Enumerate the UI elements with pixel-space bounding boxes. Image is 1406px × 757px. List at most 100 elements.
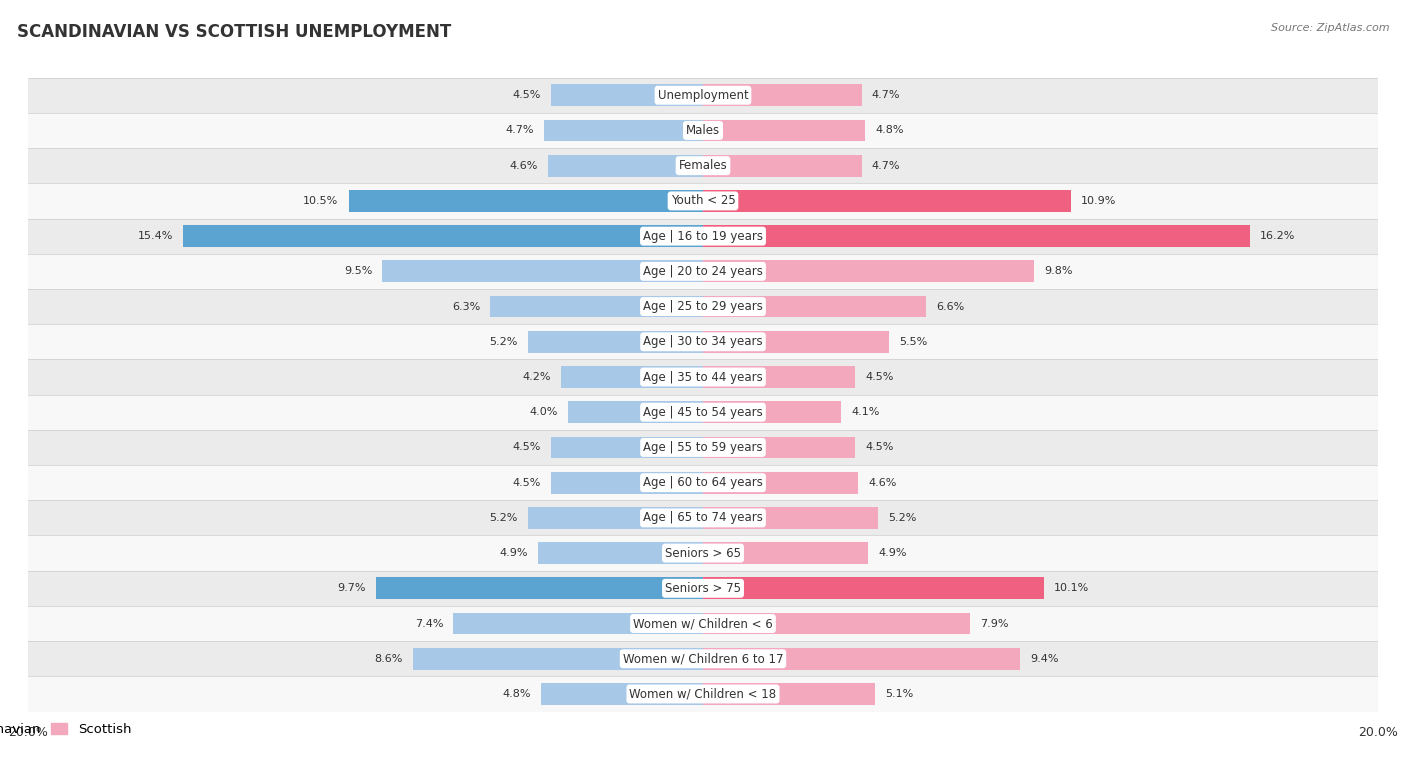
Bar [703, 507, 879, 529]
Text: 20.0%: 20.0% [1358, 726, 1398, 739]
Text: 4.8%: 4.8% [502, 689, 531, 699]
Text: 5.2%: 5.2% [489, 337, 517, 347]
Bar [28, 430, 1378, 465]
Bar [183, 226, 703, 247]
Bar [28, 148, 1378, 183]
Text: 9.5%: 9.5% [344, 266, 373, 276]
Bar [453, 612, 703, 634]
Bar [561, 366, 703, 388]
Bar [703, 296, 925, 317]
Bar [28, 535, 1378, 571]
Bar [28, 465, 1378, 500]
Bar [703, 612, 970, 634]
Bar [28, 289, 1378, 324]
Text: Unemployment: Unemployment [658, 89, 748, 101]
Bar [551, 472, 703, 494]
Text: 5.2%: 5.2% [889, 513, 917, 523]
Bar [28, 254, 1378, 289]
Bar [703, 154, 862, 176]
Text: 10.9%: 10.9% [1081, 196, 1116, 206]
Text: 4.5%: 4.5% [513, 478, 541, 488]
Text: 5.5%: 5.5% [898, 337, 927, 347]
Bar [527, 331, 703, 353]
Text: 4.5%: 4.5% [513, 442, 541, 453]
Bar [541, 683, 703, 705]
Text: Women w/ Children 6 to 17: Women w/ Children 6 to 17 [623, 653, 783, 665]
Text: Women w/ Children < 18: Women w/ Children < 18 [630, 687, 776, 700]
Bar [703, 120, 865, 142]
Text: 7.9%: 7.9% [980, 618, 1008, 628]
Text: 6.6%: 6.6% [936, 301, 965, 312]
Bar [703, 542, 869, 564]
Text: 4.9%: 4.9% [499, 548, 527, 558]
Text: 4.5%: 4.5% [513, 90, 541, 100]
Bar [527, 507, 703, 529]
Bar [28, 78, 1378, 113]
Bar [28, 360, 1378, 394]
Bar [28, 219, 1378, 254]
Bar [551, 437, 703, 458]
Text: Age | 60 to 64 years: Age | 60 to 64 years [643, 476, 763, 489]
Text: 9.4%: 9.4% [1031, 654, 1059, 664]
Text: Age | 55 to 59 years: Age | 55 to 59 years [643, 441, 763, 454]
Text: 4.9%: 4.9% [879, 548, 907, 558]
Bar [491, 296, 703, 317]
Bar [28, 641, 1378, 676]
Bar [703, 190, 1071, 212]
Bar [703, 437, 855, 458]
Text: 15.4%: 15.4% [138, 231, 173, 241]
Bar [28, 676, 1378, 712]
Text: Age | 20 to 24 years: Age | 20 to 24 years [643, 265, 763, 278]
Text: Age | 16 to 19 years: Age | 16 to 19 years [643, 229, 763, 243]
Text: 4.7%: 4.7% [506, 126, 534, 136]
Text: Age | 45 to 54 years: Age | 45 to 54 years [643, 406, 763, 419]
Text: 4.1%: 4.1% [852, 407, 880, 417]
Bar [28, 113, 1378, 148]
Text: Age | 25 to 29 years: Age | 25 to 29 years [643, 300, 763, 313]
Bar [413, 648, 703, 670]
Text: SCANDINAVIAN VS SCOTTISH UNEMPLOYMENT: SCANDINAVIAN VS SCOTTISH UNEMPLOYMENT [17, 23, 451, 41]
Bar [703, 331, 889, 353]
Bar [548, 154, 703, 176]
Text: Youth < 25: Youth < 25 [671, 195, 735, 207]
Text: 16.2%: 16.2% [1260, 231, 1295, 241]
Bar [382, 260, 703, 282]
Bar [551, 84, 703, 106]
Bar [375, 578, 703, 600]
Bar [703, 84, 862, 106]
Text: 10.5%: 10.5% [304, 196, 339, 206]
Text: 4.5%: 4.5% [865, 442, 893, 453]
Text: 10.1%: 10.1% [1054, 584, 1090, 593]
Bar [28, 606, 1378, 641]
Text: 8.6%: 8.6% [374, 654, 402, 664]
Bar [28, 324, 1378, 360]
Bar [703, 683, 875, 705]
Text: Females: Females [679, 159, 727, 172]
Bar [703, 648, 1021, 670]
Bar [349, 190, 703, 212]
Bar [28, 183, 1378, 219]
Text: Source: ZipAtlas.com: Source: ZipAtlas.com [1271, 23, 1389, 33]
Bar [703, 366, 855, 388]
Text: Seniors > 75: Seniors > 75 [665, 582, 741, 595]
Bar [537, 542, 703, 564]
Text: Age | 65 to 74 years: Age | 65 to 74 years [643, 512, 763, 525]
Bar [703, 401, 841, 423]
Bar [703, 260, 1033, 282]
Bar [28, 394, 1378, 430]
Bar [703, 226, 1250, 247]
Bar [28, 500, 1378, 535]
Text: 4.5%: 4.5% [865, 372, 893, 382]
Bar [28, 571, 1378, 606]
Bar [568, 401, 703, 423]
Text: 5.2%: 5.2% [489, 513, 517, 523]
Bar [703, 578, 1043, 600]
Text: 6.3%: 6.3% [453, 301, 481, 312]
Text: 4.8%: 4.8% [875, 126, 904, 136]
Legend: Scandinavian, Scottish: Scandinavian, Scottish [0, 718, 136, 741]
Text: 4.7%: 4.7% [872, 160, 900, 170]
Text: 4.2%: 4.2% [523, 372, 551, 382]
Text: 9.7%: 9.7% [337, 584, 366, 593]
Text: Women w/ Children < 6: Women w/ Children < 6 [633, 617, 773, 630]
Text: 20.0%: 20.0% [8, 726, 48, 739]
